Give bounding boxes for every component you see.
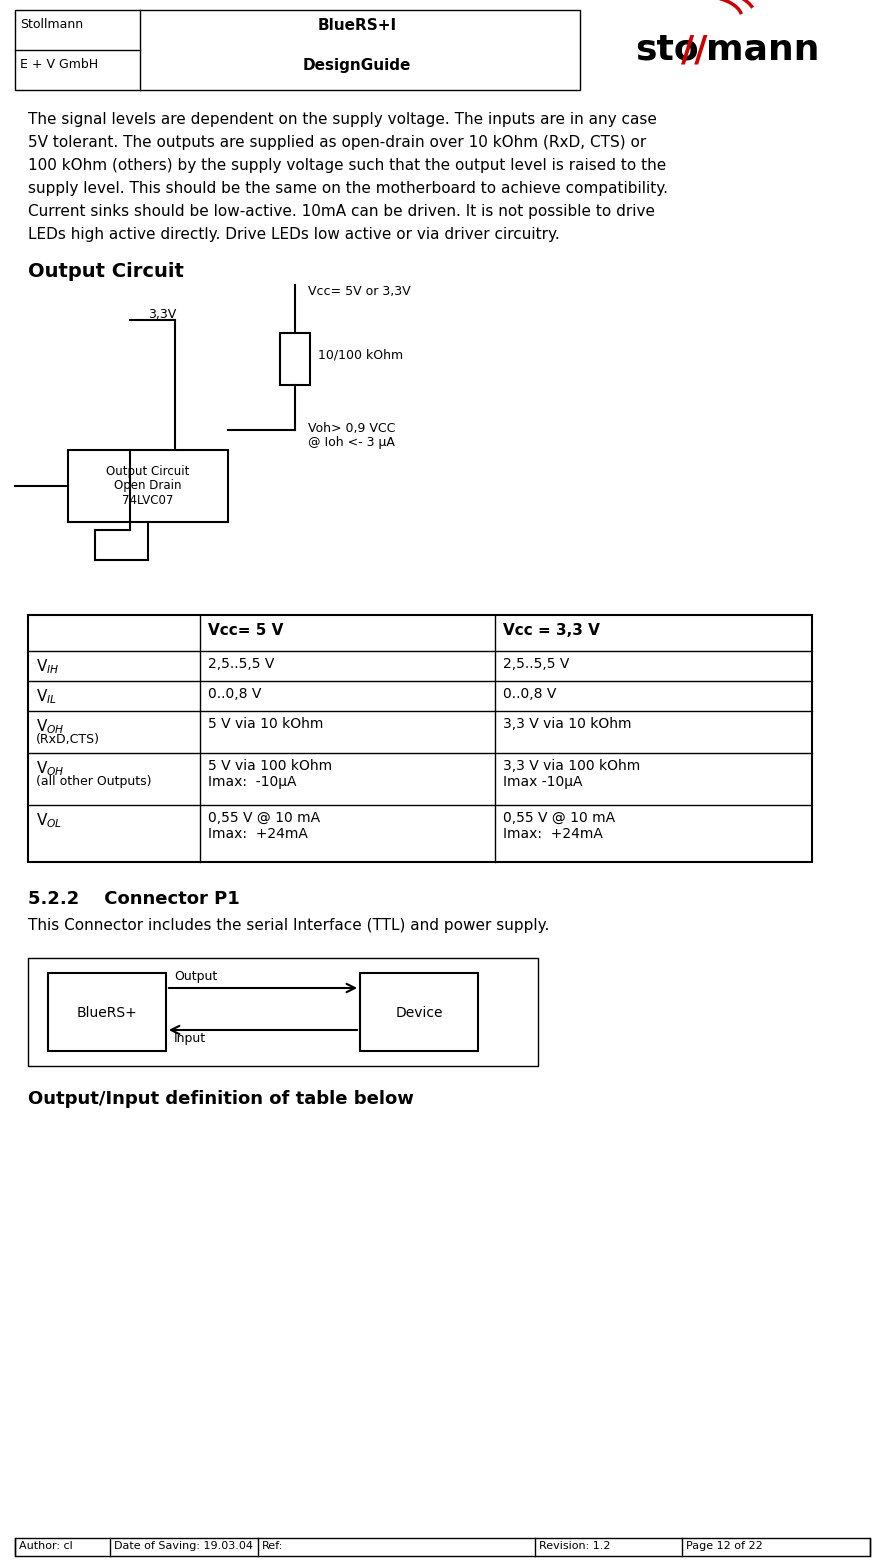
Text: 3,3 V via 100 kOhm
Imax -10μA: 3,3 V via 100 kOhm Imax -10μA: [503, 760, 640, 789]
Text: This Connector includes the serial Interface (TTL) and power supply.: This Connector includes the serial Inter…: [28, 917, 549, 933]
Bar: [28, 615, 812, 863]
Bar: [68, 449, 228, 523]
Text: (all other Outputs): (all other Outputs): [36, 775, 151, 788]
Text: BlueRS+: BlueRS+: [77, 1006, 137, 1020]
Text: Vcc = 3,3 V: Vcc = 3,3 V: [503, 622, 600, 638]
Text: Stollmann: Stollmann: [20, 19, 83, 31]
Bar: [280, 332, 310, 385]
Bar: [15, 1538, 870, 1555]
Text: 3,3 V via 10 kOhm: 3,3 V via 10 kOhm: [503, 718, 631, 732]
Text: //: //: [681, 33, 707, 67]
Text: LEDs high active directly. Drive LEDs low active or via driver circuitry.: LEDs high active directly. Drive LEDs lo…: [28, 228, 560, 242]
Bar: [48, 973, 166, 1051]
Text: @ Ioh <- 3 μA: @ Ioh <- 3 μA: [308, 435, 395, 449]
Text: Revision: 1.2: Revision: 1.2: [539, 1541, 611, 1551]
Text: Vcc= 5V or 3,3V: Vcc= 5V or 3,3V: [308, 285, 411, 298]
Text: Device: Device: [395, 1006, 443, 1020]
Text: Vcc= 5 V: Vcc= 5 V: [208, 622, 284, 638]
Text: Ref:: Ref:: [262, 1541, 284, 1551]
Text: Date of Saving: 19.03.04: Date of Saving: 19.03.04: [114, 1541, 253, 1551]
Text: 5V tolerant. The outputs are supplied as open-drain over 10 kOhm (RxD, CTS) or: 5V tolerant. The outputs are supplied as…: [28, 136, 646, 150]
Text: 3,3V: 3,3V: [148, 307, 176, 321]
Text: (RxD,CTS): (RxD,CTS): [36, 733, 100, 746]
Text: Author: cl: Author: cl: [19, 1541, 72, 1551]
Text: V$_{OH}$: V$_{OH}$: [36, 760, 65, 778]
Text: V$_{IL}$: V$_{IL}$: [36, 686, 57, 705]
Text: 0,55 V @ 10 mA
Imax:  +24mA: 0,55 V @ 10 mA Imax: +24mA: [208, 811, 320, 841]
Text: 5.2.2    Connector P1: 5.2.2 Connector P1: [28, 891, 240, 908]
Text: 10/100 kOhm: 10/100 kOhm: [318, 348, 403, 360]
Text: V$_{OH}$: V$_{OH}$: [36, 718, 65, 736]
Text: Output Circuit
Open Drain
74LVC07: Output Circuit Open Drain 74LVC07: [106, 465, 190, 507]
Text: 0..0,8 V: 0..0,8 V: [503, 686, 556, 700]
Text: 0..0,8 V: 0..0,8 V: [208, 686, 262, 700]
Text: 100 kOhm (others) by the supply voltage such that the output level is raised to : 100 kOhm (others) by the supply voltage …: [28, 158, 667, 173]
Text: The signal levels are dependent on the supply voltage. The inputs are in any cas: The signal levels are dependent on the s…: [28, 112, 657, 126]
Text: 5 V via 100 kOhm
Imax:  -10μA: 5 V via 100 kOhm Imax: -10μA: [208, 760, 332, 789]
Text: mann: mann: [706, 33, 819, 67]
Text: Output/Input definition of table below: Output/Input definition of table below: [28, 1090, 414, 1108]
Text: 0,55 V @ 10 mA
Imax:  +24mA: 0,55 V @ 10 mA Imax: +24mA: [503, 811, 615, 841]
Bar: [28, 958, 538, 1065]
Text: 2,5..5,5 V: 2,5..5,5 V: [208, 657, 274, 671]
Text: V$_{IH}$: V$_{IH}$: [36, 657, 59, 675]
Text: sto: sto: [635, 33, 698, 67]
Text: V$_{OL}$: V$_{OL}$: [36, 811, 62, 830]
Text: E + V GmbH: E + V GmbH: [20, 58, 98, 72]
Text: 5 V via 10 kOhm: 5 V via 10 kOhm: [208, 718, 324, 732]
Text: Output: Output: [174, 970, 217, 983]
Text: supply level. This should be the same on the motherboard to achieve compatibilit: supply level. This should be the same on…: [28, 181, 668, 197]
Text: Voh> 0,9 VCC: Voh> 0,9 VCC: [308, 423, 395, 435]
Bar: [360, 973, 478, 1051]
Text: Input: Input: [174, 1033, 206, 1045]
Text: Current sinks should be low-active. 10mA can be driven. It is not possible to dr: Current sinks should be low-active. 10mA…: [28, 204, 655, 218]
Text: Output Circuit: Output Circuit: [28, 262, 184, 281]
Bar: [15, 9, 580, 90]
Text: DesignGuide: DesignGuide: [303, 58, 411, 73]
Text: 2,5..5,5 V: 2,5..5,5 V: [503, 657, 569, 671]
Text: BlueRS+I: BlueRS+I: [317, 19, 397, 33]
Text: Page 12 of 22: Page 12 of 22: [686, 1541, 763, 1551]
